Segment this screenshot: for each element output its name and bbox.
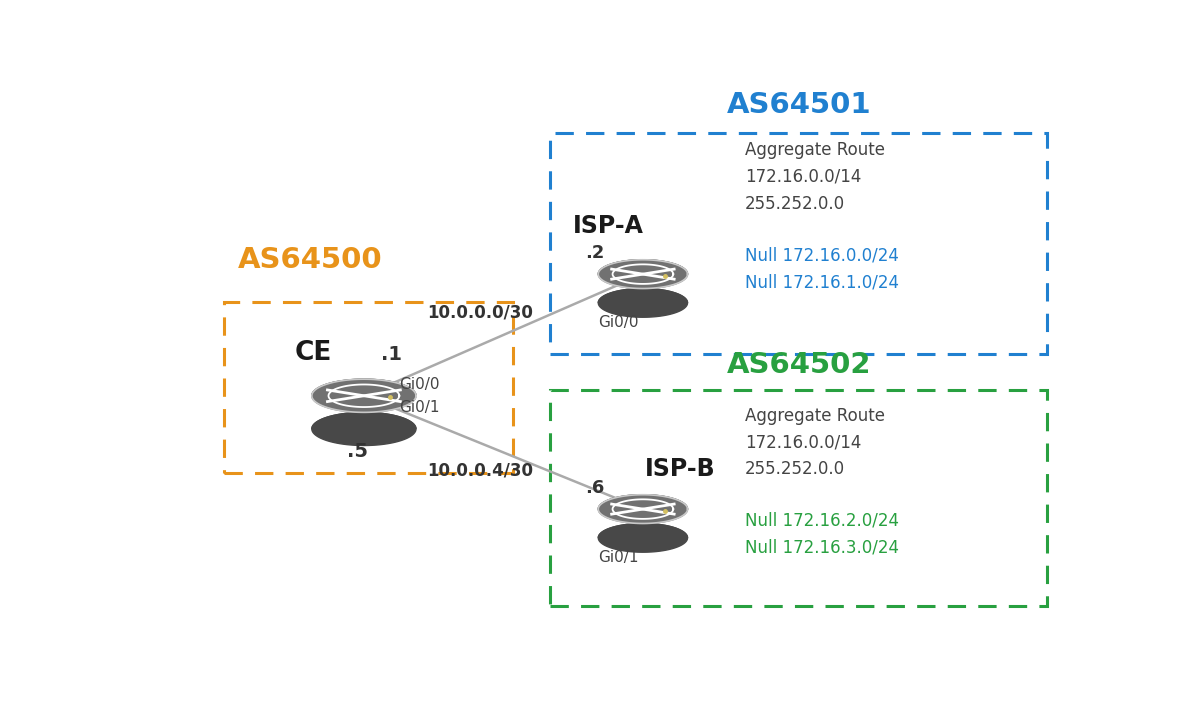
Text: .5: .5	[347, 442, 368, 460]
Polygon shape	[599, 260, 688, 289]
Text: 10.0.0.4/30: 10.0.0.4/30	[427, 462, 533, 480]
Polygon shape	[312, 412, 416, 445]
Polygon shape	[599, 495, 688, 523]
Text: Null 172.16.3.0/24: Null 172.16.3.0/24	[745, 538, 899, 556]
Text: Gi0/0: Gi0/0	[400, 377, 439, 392]
Bar	[224, 302, 512, 473]
Text: Null 172.16.1.0/24: Null 172.16.1.0/24	[745, 273, 899, 291]
Text: 255.252.0.0: 255.252.0.0	[745, 460, 845, 478]
Text: Aggregate Route: Aggregate Route	[745, 141, 886, 159]
Text: 172.16.0.0/14: 172.16.0.0/14	[745, 168, 862, 186]
Text: AS64500: AS64500	[239, 246, 383, 274]
Text: AS64502: AS64502	[727, 351, 871, 379]
Text: ISP-B: ISP-B	[644, 457, 715, 481]
Text: ISP-A: ISP-A	[574, 214, 644, 238]
Text: Aggregate Route: Aggregate Route	[745, 407, 886, 425]
Polygon shape	[312, 379, 416, 412]
Text: AS64501: AS64501	[727, 91, 871, 119]
Text: .6: .6	[586, 478, 605, 497]
Text: Gi0/1: Gi0/1	[599, 549, 638, 564]
Polygon shape	[599, 289, 688, 317]
Text: 255.252.0.0: 255.252.0.0	[745, 195, 845, 213]
Polygon shape	[599, 260, 688, 303]
Text: Gi0/0: Gi0/0	[599, 314, 638, 330]
Text: .2: .2	[586, 243, 605, 261]
Text: Null 172.16.0.0/24: Null 172.16.0.0/24	[745, 246, 899, 264]
Polygon shape	[312, 379, 416, 429]
Text: CE: CE	[294, 340, 331, 366]
Text: .1: .1	[380, 345, 402, 364]
Text: Null 172.16.2.0/24: Null 172.16.2.0/24	[745, 512, 899, 530]
Bar	[550, 391, 1048, 606]
Text: 10.0.0.0/30: 10.0.0.0/30	[427, 304, 533, 322]
Text: Gi0/1: Gi0/1	[400, 401, 439, 415]
Polygon shape	[599, 523, 688, 552]
Bar	[550, 133, 1048, 354]
Text: 172.16.0.0/14: 172.16.0.0/14	[745, 434, 862, 452]
Polygon shape	[599, 495, 688, 538]
